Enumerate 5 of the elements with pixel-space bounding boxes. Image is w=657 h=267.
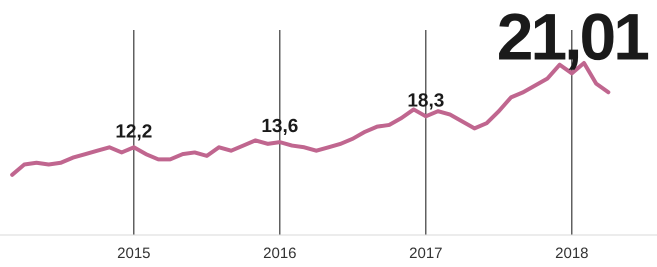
x-tick-label: 2015 (117, 245, 151, 262)
x-tick-label: 2016 (263, 245, 297, 262)
annotation: 21,01 (496, 0, 648, 74)
x-tick-label: 2018 (555, 245, 589, 262)
x-tick-label: 2017 (409, 245, 443, 262)
